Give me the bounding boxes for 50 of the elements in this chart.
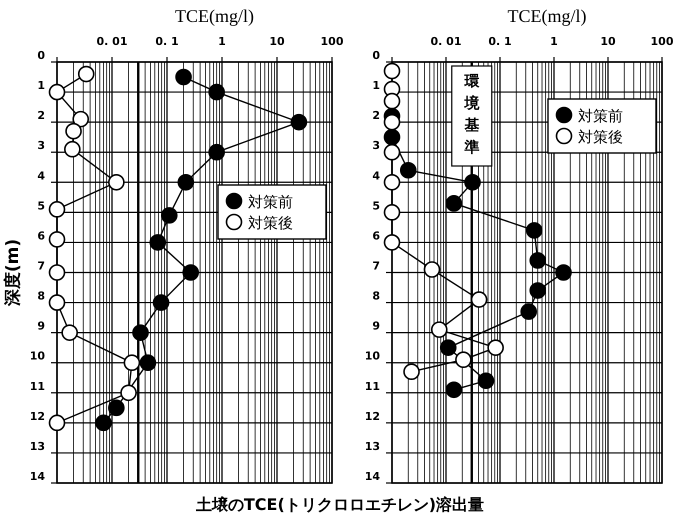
text: 土壌のTCE(トリクロロエチレン)溶出量 [194, 495, 484, 514]
y-tick-label: 7 [372, 260, 380, 272]
y-tick-label: 8 [372, 290, 380, 303]
y-tick-label: 11 [30, 380, 45, 393]
x-axis-title: TCE(mg/l) [508, 6, 586, 26]
y-tick-label: 10 [364, 350, 380, 363]
x-tick-label: 10 [600, 35, 616, 48]
x-tick-label: 1 [550, 35, 558, 48]
y-tick-label: 9 [37, 320, 45, 333]
y-tick-label: 6 [372, 229, 380, 242]
y-tick-label: 12 [30, 410, 45, 423]
y-tick-label: 13 [364, 440, 380, 453]
y-tick-label: 5 [37, 199, 45, 212]
y-tick-label: 8 [37, 290, 45, 303]
x-tick-label: 0. 1 [155, 35, 179, 48]
x-axis-title: TCE(mg/l) [175, 6, 254, 26]
y-tick-label: 10 [30, 350, 46, 363]
x-tick-label: 1 [218, 35, 226, 48]
y-tick-label: 11 [364, 380, 380, 393]
x-tick-label: 0. 1 [488, 35, 512, 48]
y-tick-label: 0 [372, 49, 380, 62]
x-tick-label: 10 [269, 35, 285, 48]
y-tick-label: 14 [30, 470, 46, 483]
y-tick-label: 7 [37, 260, 45, 272]
legend-label: 対策後 [578, 128, 623, 146]
y-tick-label: 4 [372, 169, 380, 182]
y-tick-label: 2 [37, 109, 45, 122]
ref-line-label: 環境基準 [463, 72, 480, 156]
x-tick-label: 0. 01 [96, 35, 128, 48]
y-tick-label: 6 [37, 229, 46, 242]
y-tick-label: 4 [37, 169, 46, 182]
y-tick-label: 1 [372, 79, 380, 92]
y-tick-label: 14 [364, 470, 380, 483]
x-tick-label: 0. 01 [430, 35, 462, 48]
y-tick-label: 2 [372, 109, 380, 122]
y-tick-label: 5 [372, 199, 380, 212]
y-tick-label: 1 [37, 79, 45, 92]
x-tick-label: 100 [650, 35, 674, 48]
y-tick-label: 3 [37, 139, 45, 152]
ref-label: 環境基準 [451, 65, 492, 167]
y-tick-label: 12 [364, 410, 380, 423]
y-tick-label: 9 [372, 320, 380, 333]
legend-label: 対策前 [248, 193, 293, 211]
x-tick-label: 100 [320, 35, 344, 48]
y-tick-label: 3 [372, 139, 380, 152]
legend-label: 対策前 [578, 107, 623, 125]
legend-label: 対策後 [248, 214, 293, 232]
y-tick-label: 13 [30, 440, 45, 453]
y-axis-title: 深度(m) [3, 238, 23, 308]
y-tick-label: 0 [37, 49, 46, 62]
